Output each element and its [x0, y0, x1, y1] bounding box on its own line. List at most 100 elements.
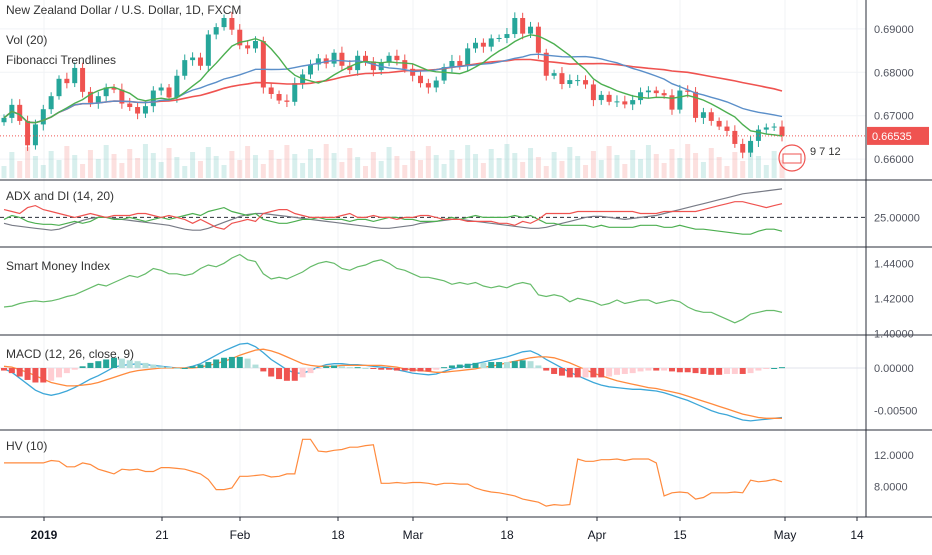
- volume-bar: [355, 157, 361, 178]
- macd-histogram-bar: [354, 367, 361, 369]
- volume-bar: [614, 155, 620, 178]
- macd-histogram-bar: [378, 368, 385, 370]
- volume-bar: [622, 164, 628, 178]
- price-tick-label: 0.68000: [874, 67, 914, 79]
- volume-bar: [748, 147, 754, 178]
- volume-bar: [119, 163, 125, 178]
- candle-body: [1, 117, 7, 123]
- macd-histogram-bar: [684, 368, 691, 373]
- candle-body: [40, 109, 46, 125]
- macd-histogram-bar: [16, 368, 23, 377]
- volume-bar: [779, 160, 785, 178]
- volume-bar: [677, 158, 683, 178]
- candle-body: [331, 52, 337, 64]
- macd-histogram-bar: [527, 361, 534, 368]
- macd-histogram-bar: [56, 368, 63, 378]
- candle-body: [638, 92, 644, 101]
- macd-histogram-bar: [543, 368, 550, 371]
- macd-histogram-bar: [645, 368, 652, 371]
- candle-body: [25, 120, 31, 146]
- volume-bar: [418, 160, 424, 178]
- volume-bar: [25, 147, 31, 178]
- volume-bar: [771, 151, 777, 178]
- volume-bar: [449, 150, 455, 178]
- volume-bar: [763, 165, 769, 178]
- macd-histogram-bar: [747, 368, 754, 374]
- candle-body: [213, 27, 219, 35]
- candle-body: [685, 90, 691, 92]
- candle-body: [307, 64, 313, 75]
- volume-bar: [17, 161, 23, 178]
- volume-bar: [205, 147, 211, 178]
- volume-bar: [394, 156, 400, 178]
- macd-histogram-bar: [299, 368, 306, 378]
- x-tick-label: 14: [850, 528, 864, 542]
- volume-bar: [504, 144, 510, 178]
- candle-body: [111, 87, 117, 90]
- macd-histogram-bar: [71, 368, 78, 370]
- candle-body: [48, 96, 54, 110]
- candle-body: [763, 127, 769, 130]
- candle-body: [520, 18, 526, 34]
- candle-body: [103, 87, 109, 97]
- candle-body: [583, 80, 589, 85]
- candle-body: [614, 101, 620, 103]
- macd-tick-label: 0.00000: [874, 363, 914, 375]
- volume-bar: [567, 147, 573, 178]
- volume-bar: [410, 151, 416, 178]
- candle-body: [205, 34, 211, 66]
- candle-body: [645, 90, 651, 93]
- candle-body: [622, 101, 628, 105]
- smi-line: [3, 253, 783, 324]
- volume-bar: [229, 151, 235, 178]
- macd-histogram-bar: [503, 362, 510, 368]
- volume-bar: [245, 146, 251, 178]
- candle-body: [535, 26, 541, 53]
- macd-histogram-bar: [8, 368, 15, 374]
- volume-bar: [48, 151, 54, 178]
- macd-histogram-bar: [448, 365, 455, 368]
- candle-body: [292, 83, 298, 102]
- x-tick-label: 18: [331, 528, 345, 542]
- volume-bar: [190, 152, 196, 178]
- candle-body: [771, 126, 777, 128]
- smi-tick-label: 1.40000: [874, 328, 914, 340]
- adx-series-line: [3, 188, 783, 231]
- volume-bar: [276, 159, 282, 178]
- last-price-label: 0.66535: [872, 131, 912, 143]
- volume-legend: Vol (20): [6, 33, 47, 47]
- macd-histogram-bar: [323, 366, 330, 368]
- macd-histogram-bar: [205, 362, 212, 368]
- macd-line: [3, 342, 783, 422]
- candle-body: [315, 58, 321, 65]
- macd-histogram-bar: [433, 368, 440, 370]
- macd-histogram-bar: [87, 362, 94, 368]
- volume-bar: [700, 162, 706, 178]
- ma-mid-line: [3, 53, 783, 124]
- volume-bar: [638, 159, 644, 178]
- volume-bar: [182, 166, 188, 178]
- candle-body: [237, 29, 243, 46]
- macd-histogram-bar: [755, 368, 762, 371]
- candle-body: [182, 60, 188, 76]
- macd-histogram-bar: [464, 363, 471, 368]
- candle-body: [457, 60, 463, 66]
- macd-histogram-bar: [519, 360, 526, 368]
- volume-bar: [724, 166, 730, 178]
- candle-body: [80, 67, 86, 92]
- candle-body: [449, 60, 455, 68]
- volume-bar: [370, 152, 376, 178]
- volume-bar: [386, 147, 392, 178]
- macd-histogram-bar: [488, 362, 495, 368]
- macd-histogram-bar: [126, 360, 133, 368]
- macd-histogram-bar: [150, 364, 157, 368]
- macd-histogram-bar: [236, 356, 243, 368]
- x-tick-label: Feb: [230, 528, 251, 542]
- volume-bar: [708, 148, 714, 178]
- candle-body: [700, 112, 706, 118]
- candle-body: [575, 80, 581, 82]
- candle-body: [779, 126, 785, 137]
- candle-body: [370, 61, 376, 71]
- candle-body: [567, 80, 573, 85]
- volume-bar: [543, 166, 549, 178]
